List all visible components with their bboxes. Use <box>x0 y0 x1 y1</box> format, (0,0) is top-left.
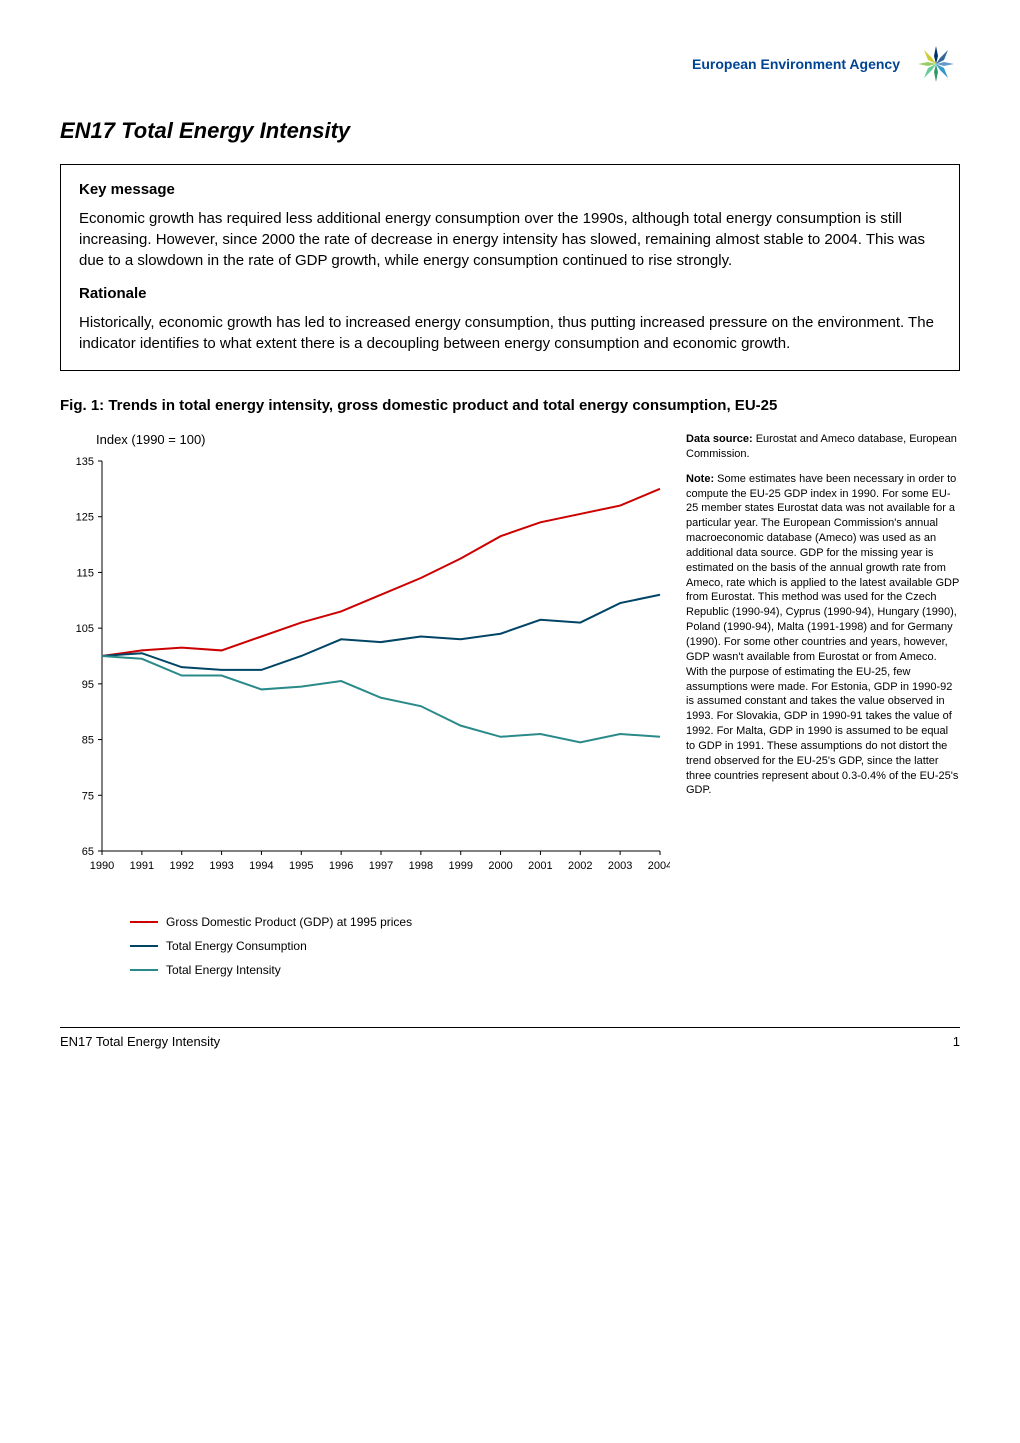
eea-logo-icon <box>912 40 960 88</box>
line-chart: 65 75 85 95 105 115 125 135 1990 1991 1992 1993 1994… <box>60 451 670 901</box>
side-note: Data source: Eurostat and Ameco database… <box>686 432 960 987</box>
svg-text:75: 75 <box>82 790 94 802</box>
figure-area: Index (1990 = 100) 65 75 85 95 105 115 125 135 1… <box>60 432 960 987</box>
legend-line-swatch <box>130 969 158 971</box>
main-title: EN17 Total Energy Intensity <box>60 118 960 144</box>
svg-text:95: 95 <box>82 679 94 691</box>
legend-label: Total Energy Intensity <box>166 963 281 977</box>
legend-item: Total Energy Intensity <box>130 963 670 977</box>
legend-label: Total Energy Consumption <box>166 939 307 953</box>
info-box: Key message Economic growth has required… <box>60 164 960 371</box>
figure-title: Fig. 1: Trends in total energy intensity… <box>60 395 960 416</box>
note-label: Note: <box>686 473 714 485</box>
svg-text:1994: 1994 <box>249 860 273 872</box>
svg-text:2003: 2003 <box>608 860 632 872</box>
svg-text:1990: 1990 <box>90 860 114 872</box>
svg-text:1998: 1998 <box>409 860 433 872</box>
svg-text:1996: 1996 <box>329 860 353 872</box>
svg-text:2002: 2002 <box>568 860 592 872</box>
chart-container: Index (1990 = 100) 65 75 85 95 105 115 125 135 1… <box>60 432 670 987</box>
svg-text:85: 85 <box>82 735 94 747</box>
svg-text:1992: 1992 <box>169 860 193 872</box>
svg-text:105: 105 <box>76 623 94 635</box>
rationale-text: Historically, economic growth has led to… <box>79 312 941 354</box>
svg-text:1993: 1993 <box>209 860 233 872</box>
svg-text:115: 115 <box>76 567 94 579</box>
svg-text:2001: 2001 <box>528 860 552 872</box>
svg-text:1997: 1997 <box>369 860 393 872</box>
legend-label: Gross Domestic Product (GDP) at 1995 pri… <box>166 915 412 929</box>
svg-text:125: 125 <box>76 512 94 524</box>
key-message-text: Economic growth has required less additi… <box>79 208 941 271</box>
legend-item: Gross Domestic Product (GDP) at 1995 pri… <box>130 915 670 929</box>
page-footer: EN17 Total Energy Intensity 1 <box>60 1027 960 1049</box>
key-message-heading: Key message <box>79 181 941 198</box>
svg-text:65: 65 <box>82 846 94 858</box>
data-source: Data source: Eurostat and Ameco database… <box>686 432 960 462</box>
svg-text:2000: 2000 <box>488 860 512 872</box>
svg-text:1991: 1991 <box>130 860 154 872</box>
legend-line-swatch <box>130 945 158 947</box>
legend-line-swatch <box>130 921 158 923</box>
agency-name: European Environment Agency <box>692 56 900 72</box>
data-source-label: Data source: <box>686 433 753 445</box>
note-text: Some estimates have been necessary in or… <box>686 473 959 797</box>
legend-item: Total Energy Consumption <box>130 939 670 953</box>
header-logo-area: European Environment Agency <box>60 40 960 88</box>
chart-index-label: Index (1990 = 100) <box>60 432 670 447</box>
svg-text:1995: 1995 <box>289 860 313 872</box>
svg-text:135: 135 <box>76 456 94 468</box>
svg-text:2004: 2004 <box>648 860 670 872</box>
chart-legend: Gross Domestic Product (GDP) at 1995 pri… <box>60 915 670 977</box>
rationale-heading: Rationale <box>79 285 941 302</box>
note: Note: Some estimates have been necessary… <box>686 472 960 799</box>
footer-left: EN17 Total Energy Intensity <box>60 1034 220 1049</box>
svg-text:1999: 1999 <box>448 860 472 872</box>
footer-right: 1 <box>953 1034 960 1049</box>
